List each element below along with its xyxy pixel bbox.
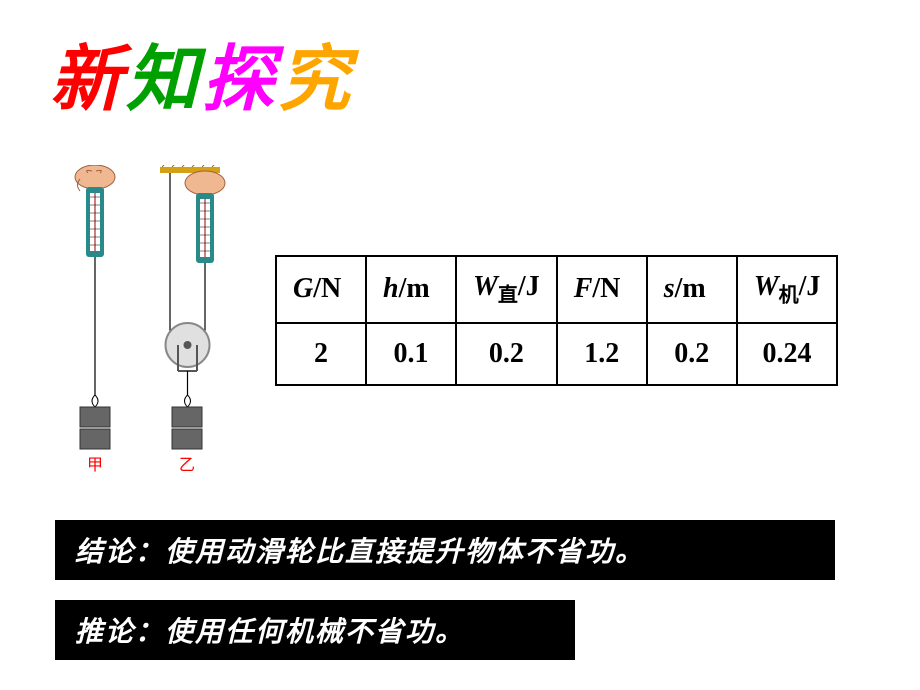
table-data-row: 2 0.1 0.2 1.2 0.2 0.24 bbox=[276, 323, 837, 385]
col-G: G/N bbox=[276, 256, 366, 323]
col-Wzhi: W直/J bbox=[456, 256, 557, 323]
col-F: F/N bbox=[557, 256, 647, 323]
table-header-row: G/N h/m W直/J F/N s/m W机/J bbox=[276, 256, 837, 323]
corollary-text: 推论：使用任何机械不省功。 bbox=[55, 600, 575, 660]
col-h: h/m bbox=[366, 256, 456, 323]
page-title: 新知探究 bbox=[50, 20, 354, 125]
data-table: G/N h/m W直/J F/N s/m W机/J 2 0.1 0.2 1.2 … bbox=[275, 255, 838, 386]
col-s: s/m bbox=[647, 256, 737, 323]
title-char-3: 探 bbox=[202, 20, 278, 125]
conclusion-text: 结论：使用动滑轮比直接提升物体不省功。 bbox=[55, 520, 835, 580]
title-char-2: 知 bbox=[126, 20, 202, 125]
cell-s: 0.2 bbox=[647, 323, 737, 385]
cell-Wzhi: 0.2 bbox=[456, 323, 557, 385]
cell-Wji: 0.24 bbox=[737, 323, 838, 385]
diagram-label-yi: 乙 bbox=[179, 457, 195, 474]
cell-F: 1.2 bbox=[557, 323, 647, 385]
title-char-1: 新 bbox=[50, 20, 126, 125]
cell-G: 2 bbox=[276, 323, 366, 385]
cell-h: 0.1 bbox=[366, 323, 456, 385]
title-char-4: 究 bbox=[278, 20, 354, 125]
pulley-diagram: 甲 乙 bbox=[50, 165, 250, 485]
col-Wji: W机/J bbox=[737, 256, 838, 323]
diagram-label-jia: 甲 bbox=[87, 457, 103, 474]
